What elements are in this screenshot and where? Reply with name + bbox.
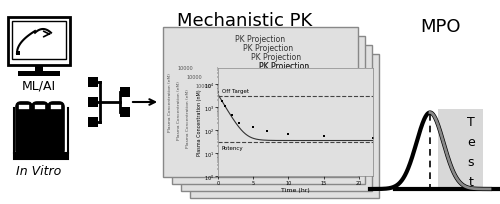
Bar bbox=[88, 78, 98, 88]
Text: In Vitro: In Vitro bbox=[16, 164, 62, 177]
Text: PK Projection: PK Projection bbox=[244, 44, 294, 53]
Bar bbox=[190, 55, 379, 198]
Text: 10000: 10000 bbox=[195, 84, 210, 89]
Bar bbox=[35, 66, 43, 72]
Bar bbox=[88, 118, 98, 127]
Text: PK Projection: PK Projection bbox=[236, 35, 286, 44]
Text: Plasma Concentration (nM): Plasma Concentration (nM) bbox=[177, 81, 181, 140]
Text: MPO: MPO bbox=[420, 18, 460, 36]
Text: PK Projection: PK Projection bbox=[252, 53, 302, 62]
Text: T: T bbox=[467, 115, 475, 128]
Text: Plasma Concentration (nM): Plasma Concentration (nM) bbox=[168, 73, 172, 132]
Bar bbox=[120, 88, 130, 98]
FancyBboxPatch shape bbox=[32, 102, 48, 155]
Text: Potency: Potency bbox=[222, 145, 243, 150]
Text: PK Projection: PK Projection bbox=[260, 62, 310, 71]
Bar bbox=[18, 72, 60, 77]
Text: PK Projection: PK Projection bbox=[260, 62, 310, 71]
Text: t: t bbox=[468, 175, 473, 188]
Text: Off Target: Off Target bbox=[222, 88, 248, 93]
FancyBboxPatch shape bbox=[12, 22, 66, 60]
Text: 10000: 10000 bbox=[186, 75, 202, 80]
FancyBboxPatch shape bbox=[8, 18, 70, 66]
Bar bbox=[18, 104, 30, 110]
Y-axis label: Plasma Concentration (nM): Plasma Concentration (nM) bbox=[197, 89, 202, 155]
Text: s: s bbox=[468, 155, 474, 168]
Text: Mechanistic PK: Mechanistic PK bbox=[178, 12, 312, 30]
FancyBboxPatch shape bbox=[16, 102, 32, 155]
Text: e: e bbox=[467, 135, 475, 148]
Text: 10000: 10000 bbox=[177, 66, 192, 71]
X-axis label: Time (hr): Time (hr) bbox=[281, 187, 310, 192]
Text: Plasma Concentration (nM): Plasma Concentration (nM) bbox=[186, 89, 190, 148]
Bar bbox=[16, 52, 20, 56]
Bar bbox=[172, 37, 365, 184]
Bar bbox=[14, 153, 68, 159]
Text: ML/AI: ML/AI bbox=[22, 80, 56, 93]
Bar bbox=[438, 110, 483, 189]
Bar bbox=[181, 46, 372, 191]
Bar bbox=[34, 104, 46, 110]
Bar bbox=[88, 98, 98, 108]
Bar bbox=[163, 28, 358, 177]
Bar bbox=[120, 108, 130, 118]
FancyBboxPatch shape bbox=[48, 102, 64, 155]
Bar bbox=[50, 104, 62, 110]
